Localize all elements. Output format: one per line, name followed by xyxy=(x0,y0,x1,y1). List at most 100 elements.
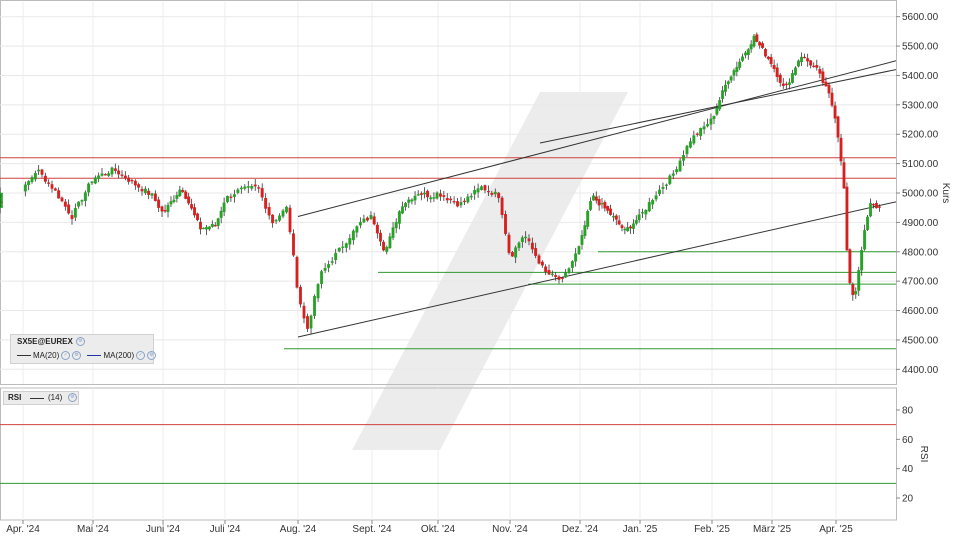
settings-icon[interactable]: ⚙ xyxy=(76,337,85,346)
candle-up xyxy=(685,145,689,155)
candle-up xyxy=(706,124,709,127)
candle-up xyxy=(476,188,480,193)
candle-up xyxy=(726,81,730,85)
candle-up xyxy=(800,56,804,63)
candle-down xyxy=(299,286,302,305)
candle-down xyxy=(442,195,446,197)
candle-up xyxy=(580,235,584,245)
candle-up xyxy=(369,215,373,220)
candle-down xyxy=(213,225,217,227)
candle-down xyxy=(821,71,825,83)
candle-up xyxy=(166,204,170,213)
candle-up xyxy=(327,264,331,268)
candle-down xyxy=(527,238,531,242)
candle-down xyxy=(157,199,161,208)
candle-down xyxy=(557,276,561,280)
candle-down xyxy=(547,270,551,275)
symbol-label: SX5E@EUREX xyxy=(17,337,73,346)
candle-down xyxy=(874,203,878,209)
candle-up xyxy=(358,222,362,226)
x-tick-label: Jan. '25 xyxy=(623,524,658,535)
candle-up xyxy=(600,203,604,205)
candle-up xyxy=(671,173,675,176)
ma200-visibility-icon[interactable]: ✓ xyxy=(136,351,146,361)
price-tick-label: 5000.00 xyxy=(902,189,939,200)
candle-up xyxy=(567,268,571,273)
candle-up xyxy=(410,199,414,202)
ma20-visibility-icon[interactable]: ✓ xyxy=(61,351,71,361)
candle-up xyxy=(721,90,725,99)
candle-up xyxy=(735,67,739,72)
candle-down xyxy=(123,175,127,179)
candle-up xyxy=(30,177,34,183)
candle-down xyxy=(253,184,257,187)
candle-down xyxy=(507,234,511,253)
candle-down xyxy=(288,207,292,233)
candle-up xyxy=(204,226,208,230)
level-lines xyxy=(0,157,896,350)
candle-down xyxy=(193,207,197,216)
ma20-label: MA(20) xyxy=(33,351,60,360)
candle-down xyxy=(510,252,514,257)
candle-up xyxy=(281,210,285,217)
candle-down xyxy=(47,182,51,184)
candle-up xyxy=(222,202,226,212)
candle-down xyxy=(486,190,490,193)
candle-up xyxy=(668,175,672,184)
candle-down xyxy=(372,216,376,225)
candle-up xyxy=(175,195,179,199)
rsi-axis-title: RSI xyxy=(918,446,929,463)
x-tick-label: Sept. '24 xyxy=(352,524,392,535)
x-tick-label: Juli '24 xyxy=(210,524,241,535)
candle-down xyxy=(190,204,194,209)
candle-up xyxy=(150,193,154,196)
candle-down xyxy=(267,207,271,216)
candle-down xyxy=(540,261,544,266)
candle-up xyxy=(93,177,97,184)
price-axis-title: Kurs xyxy=(940,183,951,204)
candle-down xyxy=(504,213,507,234)
candle-down xyxy=(130,179,134,182)
rsi-settings-icon[interactable]: ⚙ xyxy=(68,393,77,402)
rsi-panel-frame xyxy=(0,387,897,521)
candle-down xyxy=(775,67,779,78)
candle-up xyxy=(702,126,706,130)
candle-down xyxy=(449,198,453,201)
rsi-swatch xyxy=(30,398,44,399)
candle-up xyxy=(309,315,313,329)
candle-up xyxy=(413,195,417,201)
candle-down xyxy=(140,188,144,192)
legend-row: MA(20) ✓ ⚙ MA(200) ✓ ⚙ xyxy=(17,351,157,361)
candle-up xyxy=(83,192,87,202)
candle-up xyxy=(37,169,41,172)
candle-up xyxy=(675,169,679,173)
candle-up xyxy=(480,186,483,190)
candle-down xyxy=(295,256,299,288)
candle-up xyxy=(210,224,214,227)
ma20-settings-icon[interactable]: ⚙ xyxy=(72,351,82,361)
rsi-legend: RSI (14) ⚙ xyxy=(3,391,79,405)
candle-up xyxy=(647,202,651,212)
candle-down xyxy=(614,215,618,220)
candle-up xyxy=(718,100,722,110)
candle-down xyxy=(264,198,268,209)
candle-down xyxy=(617,220,621,225)
candle-up xyxy=(172,199,176,203)
candle-down xyxy=(781,83,785,86)
candle-up xyxy=(661,186,665,189)
candle-up xyxy=(787,82,791,85)
ma200-settings-icon[interactable]: ⚙ xyxy=(147,351,157,361)
candle-up xyxy=(334,253,338,261)
candle-up xyxy=(749,44,753,50)
candle-up xyxy=(473,190,477,195)
candle-up xyxy=(514,247,518,258)
candle-up xyxy=(178,189,182,197)
candle-down xyxy=(824,81,828,87)
candle-up xyxy=(219,210,223,218)
candle-down xyxy=(695,133,699,135)
candle-up xyxy=(0,204,3,208)
candle-down xyxy=(766,56,770,59)
candle-up xyxy=(729,76,733,81)
candle-up xyxy=(397,211,401,224)
candle-up xyxy=(712,115,716,120)
